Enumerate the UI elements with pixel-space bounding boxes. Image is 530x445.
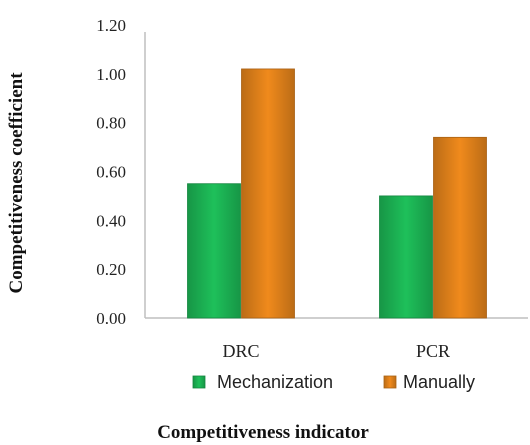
y-tick-label: 0.60 — [96, 163, 126, 182]
legend-label-mechanization: Mechanization — [217, 372, 333, 392]
category-labels: DRC PCR — [222, 341, 450, 361]
y-tick-label: 0.40 — [96, 211, 126, 230]
y-tick-label: 1.20 — [96, 16, 126, 35]
x-tick-label: PCR — [416, 341, 450, 361]
bar-mechanization-pcr — [379, 195, 433, 319]
bar-mechanization-drc — [187, 183, 241, 319]
y-tick-label: 0.00 — [96, 309, 126, 328]
y-tick-label: 1.00 — [96, 65, 126, 84]
legend-swatch-mechanization — [192, 375, 206, 389]
legend-swatch-manually — [383, 375, 397, 389]
bar-manually-drc — [241, 68, 295, 319]
bars — [187, 68, 487, 319]
y-tick-labels: 0.00 0.20 0.40 0.60 0.80 1.00 1.20 — [96, 16, 126, 328]
y-tick-label: 0.80 — [96, 114, 126, 133]
x-axis-title: Competitiveness indicator — [157, 422, 369, 443]
bar-manually-pcr — [433, 136, 487, 319]
x-tick-label: DRC — [222, 341, 259, 361]
y-axis-title: Competitiveness coefficient — [6, 72, 27, 294]
legend: Mechanization Manually — [192, 372, 475, 392]
y-tick-label: 0.20 — [96, 260, 126, 279]
legend-label-manually: Manually — [403, 372, 475, 392]
